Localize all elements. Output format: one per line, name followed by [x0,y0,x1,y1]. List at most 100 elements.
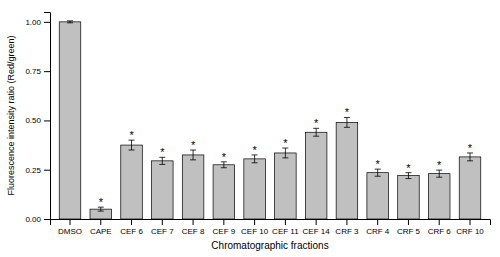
y-tick: 0.25 [25,166,50,175]
x-tick: CRF 4 [366,219,390,236]
error-bar [467,153,473,161]
x-tick-mark [70,219,71,225]
y-tick-label: 0.25 [25,166,41,175]
error-bar [67,21,73,23]
error-bar [313,128,319,136]
x-tick-mark [316,219,317,225]
x-tick-label: CEF 8 [182,227,205,236]
y-axis-line [44,13,51,220]
significance-star: * [468,142,473,154]
error-bar-cap [252,162,258,163]
significance-star: * [99,196,104,208]
annotations: ************* [99,106,473,208]
x-tick-mark [377,219,378,225]
x-tick-mark [439,219,440,225]
error-bar [282,148,288,158]
x-tick: DMSO [58,219,82,236]
chart: DMSOCAPECEF 6CEF 7CEF 8CEF 9CEF 10CEF 11… [0,0,500,257]
x-tick: CRF 3 [335,219,359,236]
x-tick-mark [470,219,471,225]
bar [152,161,174,219]
y-tick-mark [44,22,50,23]
bar [213,165,235,219]
significance-star: * [129,129,134,141]
error-bar-stem [162,157,163,164]
x-tick-label: DMSO [58,227,82,236]
bar [367,173,389,219]
x-tick: CEF 8 [182,219,205,236]
error-bar-cap [67,22,73,23]
error-bar [344,117,350,127]
x-tick-mark [100,219,101,225]
error-bar [159,157,165,164]
error-bar-cap [221,167,227,168]
error-bar-cap [282,157,288,158]
x-tick-label: CEF 11 [272,227,299,236]
significance-star: * [437,159,442,171]
significance-star: * [314,117,319,129]
error-bar-cap [344,127,350,128]
x-tick-mark [408,219,409,225]
error-bar-cap [405,178,411,179]
marks [59,21,481,219]
x-tick-label: CRF 4 [366,227,390,236]
x-tick-label: CEF 7 [151,227,174,236]
significance-star: * [160,146,165,158]
error-bar-stem [193,150,194,160]
x-tick: CEF 9 [213,219,236,236]
error-bar-cap [129,150,135,151]
y-tick: 0.00 [25,215,50,224]
x-axis: DMSOCAPECEF 6CEF 7CEF 8CEF 9CEF 10CEF 11… [51,219,491,236]
x-tick-mark [223,219,224,225]
error-bar-stem [316,128,317,136]
x-tick-mark [254,219,255,225]
x-tick-label: CEF 9 [213,227,236,236]
x-tick-label: CRF 10 [456,227,484,236]
x-tick-mark [285,219,286,225]
x-tick: CEF 11 [272,219,299,236]
error-bar-cap [313,136,319,137]
x-tick: CEF 6 [120,219,143,236]
error-bar [190,150,196,160]
error-bar-cap [190,159,196,160]
y-axis: 0.000.250.500.751.00 [25,13,50,225]
y-axis-title: Fluorescence intensity ratio (Red/green) [6,35,16,195]
y-tick: 1.00 [25,18,50,27]
significance-star: * [406,162,411,174]
x-tick: CAPE [90,219,112,236]
x-tick-label: CRF 3 [335,227,359,236]
bar [459,157,481,219]
x-tick-mark [346,219,347,225]
y-tick: 0.75 [25,67,50,76]
bar [121,145,143,219]
y-tick-label: 1.00 [25,18,41,27]
x-tick-mark [193,219,194,225]
x-tick-mark [162,219,163,225]
error-bar [252,155,258,163]
x-axis-line [51,220,491,226]
error-bar-cap [467,160,473,161]
error-bar-stem [285,148,286,158]
y-tick-label: 0.75 [25,67,41,76]
error-bar [129,140,135,150]
y-tick-mark [44,71,50,72]
plot: DMSOCAPECEF 6CEF 7CEF 8CEF 9CEF 10CEF 11… [6,13,491,252]
error-bar-stem [439,170,440,177]
error-bar-cap [436,177,442,178]
bar [275,153,297,219]
x-tick: CEF 7 [151,219,174,236]
x-tick: CRF 6 [428,219,452,236]
significance-star: * [252,144,257,156]
error-bar-stem [346,117,347,127]
error-bar [375,169,381,176]
significance-star: * [283,137,288,149]
error-bar-cap [375,176,381,177]
bar [182,155,204,219]
y-tick-mark [44,170,50,171]
error-bar-cap [98,211,104,212]
error-bar-stem [377,169,378,176]
significance-star: * [222,151,227,163]
x-tick-label: CRF 6 [428,227,452,236]
significance-star: * [191,139,196,151]
x-tick: CRF 10 [456,219,484,236]
